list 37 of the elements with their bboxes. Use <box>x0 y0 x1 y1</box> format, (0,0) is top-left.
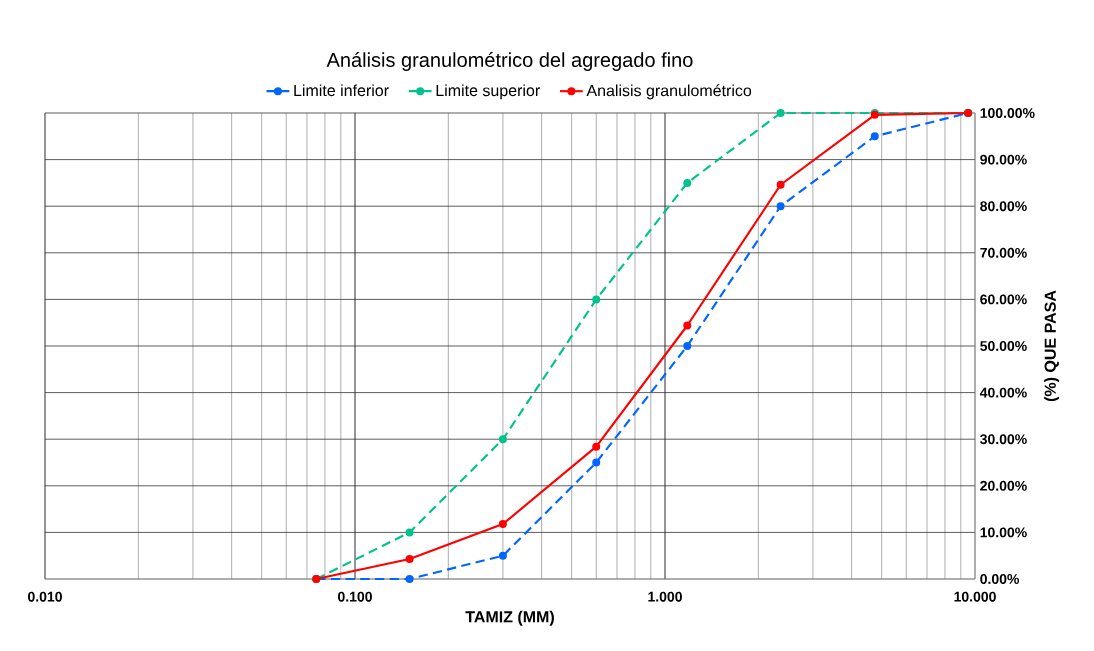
x-tick-label: 1.000 <box>648 591 682 602</box>
point <box>683 321 692 330</box>
y-tick-label: 30.00% <box>980 434 1027 445</box>
y-tick-label: 60.00% <box>980 294 1027 305</box>
point <box>405 528 414 537</box>
point <box>498 551 507 560</box>
y-tick-label: 0.00% <box>980 574 1020 584</box>
x-tick-label: 10.000 <box>954 591 996 602</box>
legend-label: Analisis granulométrico <box>586 84 752 100</box>
y-tick-label: 80.00% <box>980 201 1027 212</box>
point <box>870 132 879 141</box>
point <box>592 442 601 451</box>
x-tick-label: 0.010 <box>28 591 62 602</box>
legend-label: Limite inferior <box>294 84 389 97</box>
point <box>498 435 507 444</box>
point <box>592 458 601 467</box>
y-tick-label: 10.00% <box>980 527 1027 538</box>
point <box>683 342 692 351</box>
y-tick-label: 50.00% <box>980 341 1027 351</box>
x-axis-title: TAMIZ (MM) <box>465 610 554 626</box>
y-tick-label: 70.00% <box>980 247 1027 258</box>
y-tick-label: 100.00% <box>980 108 1035 118</box>
y-axis-title: (%) QUE PASA <box>1044 290 1060 402</box>
point <box>498 520 507 529</box>
chart-title: Análisis granulométrico del agregado fino <box>326 52 693 71</box>
point <box>592 295 601 304</box>
point <box>405 575 414 583</box>
y-tick-label: 40.00% <box>979 387 1027 398</box>
legend-label: Limite superior <box>436 84 540 100</box>
point <box>776 202 785 211</box>
y-tick-label: 20.00% <box>980 480 1027 491</box>
point <box>683 178 692 187</box>
y-tick-label: 90.00% <box>980 154 1027 165</box>
point <box>776 109 785 117</box>
x-tick-label: 0.100 <box>338 591 372 602</box>
point <box>776 180 785 189</box>
point <box>405 554 414 563</box>
